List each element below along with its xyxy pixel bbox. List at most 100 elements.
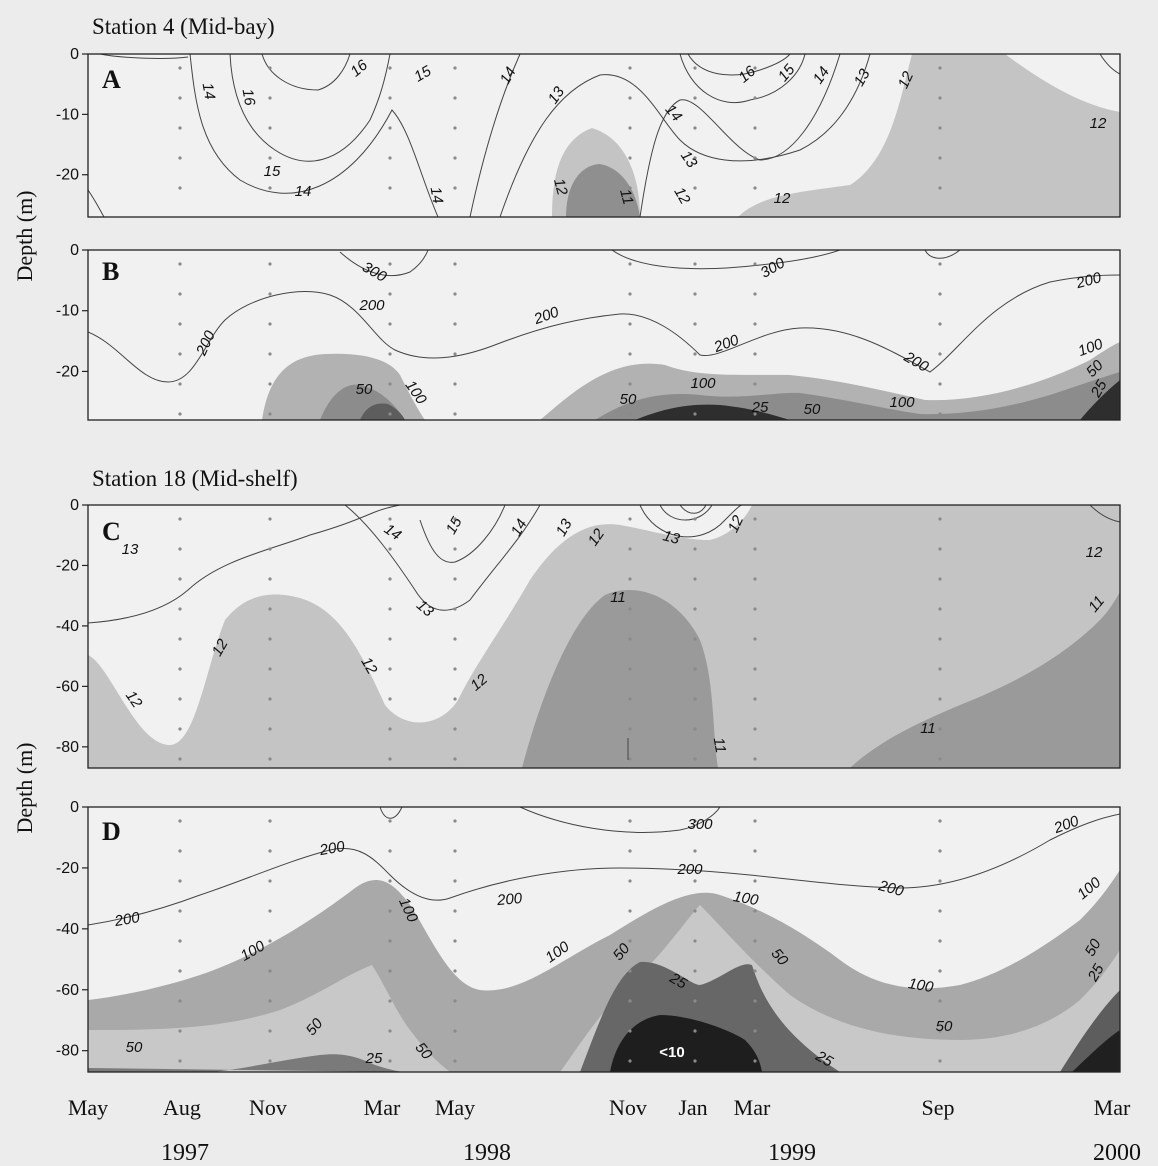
contour-label-lt10: <10 [659,1044,684,1061]
sample-point [693,156,697,160]
sample-point [753,969,757,973]
contour-label: 200 [358,297,385,314]
sample-point [178,637,182,641]
panel-d-region-lt10 [610,1015,762,1072]
sample-point [753,577,757,581]
sample-point [268,1059,272,1063]
sample-point [453,939,457,943]
sample-point [178,156,182,160]
sample-point [453,577,457,581]
sample-point [693,819,697,823]
sample-point [388,637,392,641]
y-tick-label: -60 [56,982,79,999]
sample-point [388,96,392,100]
sample-point [753,757,757,761]
y-axis-label-station-18: Depth (m) [12,742,37,833]
sample-point [753,186,757,190]
sample-point [388,412,392,416]
sample-point [938,757,942,761]
sample-point [753,1059,757,1063]
y-tick-label: -80 [56,739,79,756]
sample-point [693,186,697,190]
sample-point [628,909,632,913]
contour-label: 14 [508,516,531,539]
sample-point [453,262,457,266]
sample-point [693,66,697,70]
sample-point [453,352,457,356]
panel-b [87,249,1121,421]
contour-label: 14 [497,64,520,87]
sample-point [388,517,392,521]
sample-point [453,637,457,641]
sample-point [693,939,697,943]
sample-point [453,126,457,130]
contour-label: 14 [381,521,404,544]
panel-b-letter: B [102,257,119,286]
sample-point [628,1059,632,1063]
y-axis-label-station-4: Depth (m) [12,190,37,281]
sample-point [178,547,182,551]
year-label: 1998 [463,1140,511,1166]
sample-point [693,262,697,266]
sample-point [268,607,272,611]
sample-point [178,819,182,823]
contour-label: 12 [1090,115,1107,132]
sample-point [628,879,632,883]
sample-point [268,849,272,853]
contour-label: 25 [666,969,690,993]
sample-point [938,607,942,611]
sample-point [453,382,457,386]
sample-point [628,186,632,190]
sample-point [388,382,392,386]
contour-label: 11 [920,720,936,737]
sample-point [178,939,182,943]
sample-points [178,66,942,1063]
sample-point [268,969,272,973]
sample-point [628,322,632,326]
sample-point [268,412,272,416]
sample-point [693,909,697,913]
sample-point [178,969,182,973]
sample-point [268,66,272,70]
panel-b-region-lt25-1 [360,403,405,420]
station-4-title: Station 4 (Mid-bay) [92,14,275,39]
sample-point [388,547,392,551]
sample-point [693,999,697,1003]
sample-point [268,262,272,266]
sample-point [268,939,272,943]
sample-point [693,1029,697,1033]
sample-point [453,186,457,190]
sample-point [453,517,457,521]
contour-label: 25 [365,1050,383,1067]
contour-label: 50 [356,381,373,398]
sample-point [388,1059,392,1063]
x-tick-label: Mar [734,1095,771,1120]
sample-point [388,66,392,70]
sample-point [268,156,272,160]
contour-label: 25 [1084,961,1108,985]
sample-point [753,126,757,130]
sample-point [178,1029,182,1033]
sample-point [388,667,392,671]
sample-point [178,352,182,356]
y-tick-label: -60 [56,678,79,695]
contour-label: 12 [1086,544,1103,561]
sample-point [178,322,182,326]
sample-point [268,637,272,641]
year-label: 1999 [768,1140,816,1166]
sample-point [753,939,757,943]
sample-point [693,607,697,611]
sample-point [628,547,632,551]
contour-label: 50 [620,391,637,408]
panel-d-letter: D [102,817,121,846]
sample-point [938,292,942,296]
sample-point [693,969,697,973]
sample-point [693,322,697,326]
sample-point [178,909,182,913]
contour-label: 200 [112,909,141,930]
y-tick-label: -10 [56,106,79,123]
sample-point [938,126,942,130]
panel-b-region-lt25-2 [635,404,790,420]
sample-point [178,849,182,853]
sample-point [938,517,942,521]
